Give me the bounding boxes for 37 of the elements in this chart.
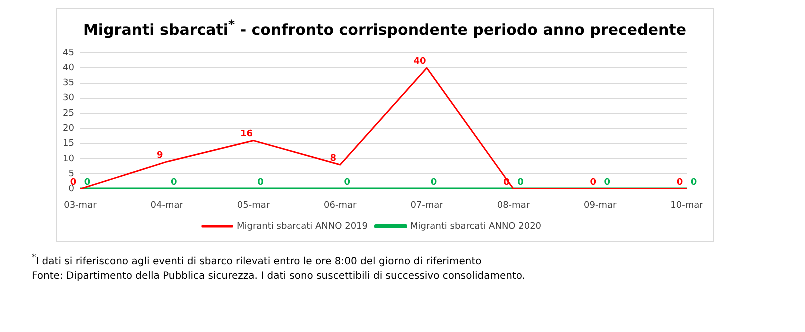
data-label: 0: [258, 178, 264, 188]
y-tick-label: 45: [63, 48, 74, 58]
data-label: 40: [414, 56, 426, 67]
data-label: 0: [518, 178, 524, 188]
data-label: 0: [84, 178, 91, 188]
legend-label: Migranti sbarcati ANNO 2020: [410, 222, 542, 232]
x-tick-label: 09-mar: [584, 200, 617, 211]
data-label: 0: [690, 178, 698, 188]
data-label: 16: [240, 130, 254, 140]
y-tick-label: 10: [63, 154, 75, 164]
x-tick-label: 03-mar: [64, 200, 98, 211]
data-label: 8: [330, 154, 337, 164]
y-tick-label: 30: [63, 94, 75, 104]
legend-label: Migranti sbarcati ANNO 2019: [236, 222, 368, 232]
data-label: 0: [170, 178, 178, 188]
data-label: 0: [590, 178, 596, 188]
x-tick-label: 08-mar: [497, 200, 530, 211]
chart-title: Migranti sbarcati$^{*}$ - confronto corrispondente periodo anno precedente: [82, 17, 688, 39]
source-note: Fonte: Dipartimento della Pubblica sicurezza. I dati sono suscettibili di successivo consolidamento.: [32, 270, 526, 284]
y-tick-label: 25: [63, 108, 74, 119]
x-tick-label: 05-mar: [237, 200, 270, 211]
data-label: 0: [430, 178, 438, 188]
x-tick-label: 04-mar: [150, 200, 184, 211]
x-tick-label: 10-mar: [670, 200, 704, 211]
x-tick-label: 07-mar: [410, 200, 444, 211]
data-label: 0: [604, 178, 610, 188]
y-tick-label: 35: [63, 78, 74, 89]
y-tick-label: 5: [68, 169, 74, 180]
data-label: 0: [344, 178, 351, 188]
y-tick-label: 40: [63, 63, 75, 74]
data-label: 0: [676, 178, 684, 188]
y-tick-label: 15: [63, 139, 74, 150]
y-tick-label: 20: [63, 124, 75, 134]
x-tick-label: 06-mar: [324, 200, 358, 211]
text: $^{*}$I dati si riferiscono agli eventi di sbarco rilevati entro le ore 8:00 del giorno di riferimento: [32, 251, 483, 270]
y-tick-label: 0: [68, 184, 75, 195]
data-label: 9: [156, 150, 164, 161]
